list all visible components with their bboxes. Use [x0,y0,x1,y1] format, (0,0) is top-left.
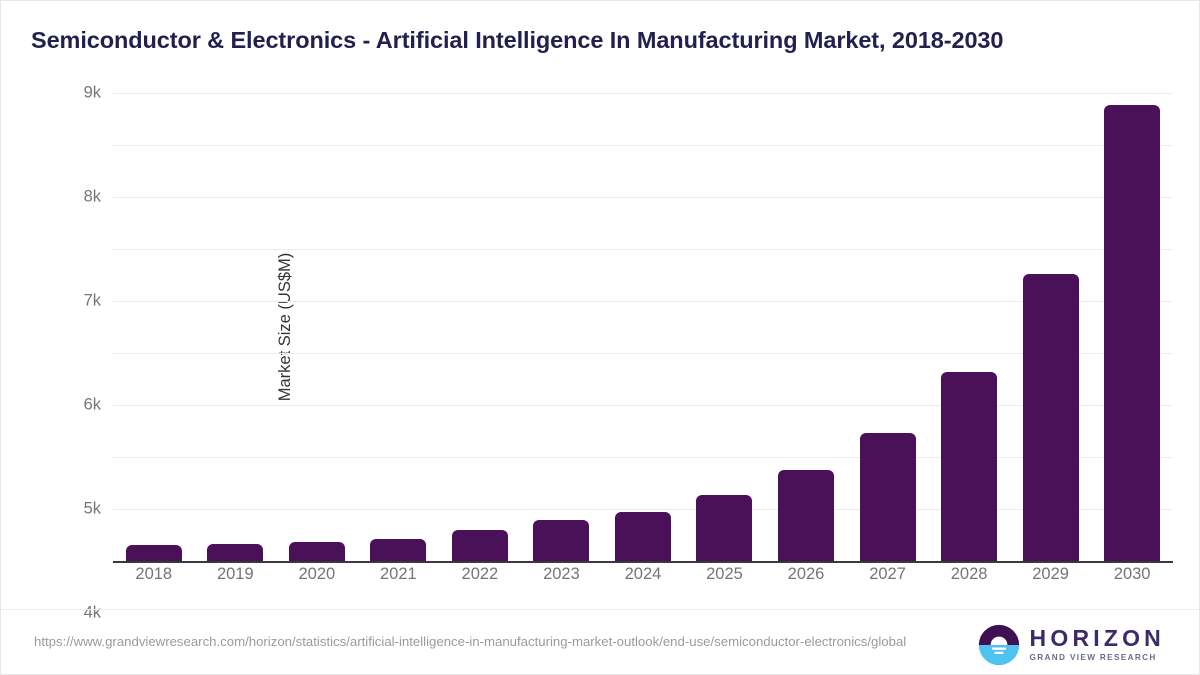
bar-slot [602,93,684,561]
plot-area: Market Size (US$M) 01k2k3k4k5k6k7k8k9k 2… [84,84,1173,622]
x-axis-tick-label-2023: 2023 [543,565,580,583]
bar-slot [113,93,195,561]
y-axis-tick-label: 9k [83,83,101,102]
bar-2026[interactable] [778,470,835,561]
page-title: Semiconductor & Electronics - Artificial… [31,27,1004,53]
bar-2024[interactable] [614,511,671,561]
logo-wordmark: HORIZON [1029,625,1165,652]
bar-2019[interactable] [207,543,264,561]
bar-slot [521,93,603,561]
x-axis-tick-label-2021: 2021 [380,565,417,583]
gridline: 3k [113,405,1173,406]
horizon-logo-icon [978,624,1019,666]
bar-series [113,93,1173,561]
x-axis-tick-label-2025: 2025 [706,565,743,583]
x-axis-tick-label-2018: 2018 [135,565,173,583]
bar-slot [684,93,766,561]
bar-2023[interactable] [533,520,590,561]
bar-2030[interactable] [1104,105,1161,561]
logo-tagline: GRAND VIEW RESEARCH [1029,653,1157,663]
gridline: 9k [84,84,1173,102]
gridline: 6k [84,249,1173,414]
bar-slot [276,93,358,561]
x-axis-tick-labels: 2018 2019 2020 2021 2022 2023 2024 2025 2026 2027… [113,565,1173,584]
bar-slot [1091,93,1173,561]
source-url[interactable]: https://www.grandviewresearch.com/horizo… [34,634,907,649]
bar-2020[interactable] [288,541,345,561]
x-axis-tick-label-2028: 2028 [950,565,988,583]
gridline: 4k [84,353,1173,622]
gridline: 5k [84,301,1173,518]
axis-baseline: 0 [113,561,1173,563]
bar-2029[interactable] [1022,273,1079,561]
x-axis-tick-label-2027: 2027 [869,565,906,583]
gridline: 7k [84,197,1173,310]
bar-2025[interactable] [696,494,753,561]
y-axis-tick-label: 4k [83,603,101,622]
bar-2028[interactable] [941,372,998,561]
y-axis-tick-label: 6k [83,395,101,414]
x-axis-tick-label-2024: 2024 [624,565,662,583]
y-axis-tick-label: 5k [83,499,101,518]
gridline: 2k [113,457,1173,458]
bar-2021[interactable] [370,538,427,561]
y-axis-tick-label: 8k [83,187,101,206]
bar-slot [439,93,521,561]
x-axis-tick-label-2020: 2020 [298,565,336,583]
gridline: 1k [113,509,1173,510]
bar-slot [1010,93,1092,561]
bar-2018[interactable] [125,544,182,561]
bar-2022[interactable] [451,530,508,561]
horizon-logo-text: HORIZON GRAND VIEW RESEARCH [1030,627,1165,662]
footer: https://www.grandviewresearch.com/horizo… [1,609,1199,674]
x-axis-tick-label-2030: 2030 [1113,565,1151,583]
x-axis-tick-label-2022: 2022 [461,565,499,583]
x-axis-tick-label-2029: 2029 [1032,565,1069,583]
horizon-logo: HORIZON GRAND VIEW RESEARCH [978,624,1165,666]
bar-slot [195,93,277,561]
x-axis-tick-label-2026: 2026 [787,565,825,583]
y-axis-tick-label: 7k [83,291,101,310]
bar-slot [358,93,440,561]
bar-2027[interactable] [859,432,916,561]
bar-slot [765,93,847,561]
bar-slot [847,93,929,561]
gridline: 8k [84,145,1173,206]
x-axis-tick-label-2019: 2019 [216,565,254,583]
bar-slot [928,93,1010,561]
